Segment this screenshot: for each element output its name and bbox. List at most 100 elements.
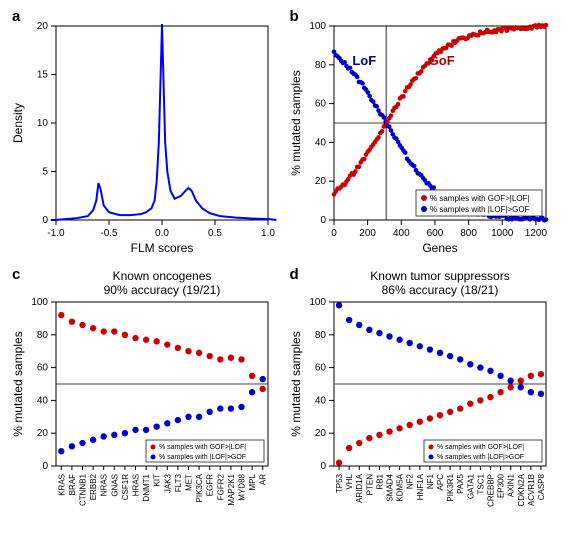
panel-a-svg: -1.0 -0.5 0.0 0.5 1.0 0 5 10 15 20 FLM scores Densi… xyxy=(8,8,278,258)
panel-a-label: a xyxy=(12,8,20,25)
svg-text:HNF1A: HNF1A xyxy=(415,473,424,500)
svg-text:Density: Density xyxy=(11,103,25,143)
panel-b: b 020040060080010001200020406080100Genes… xyxy=(286,8,560,258)
svg-text:EGFR: EGFR xyxy=(206,474,215,496)
svg-text:80: 80 xyxy=(37,330,49,341)
svg-text:100: 100 xyxy=(31,297,48,308)
svg-text:PTEN: PTEN xyxy=(365,474,374,496)
svg-text:0: 0 xyxy=(320,461,326,472)
svg-text:% mutated samples: % mutated samples xyxy=(11,331,25,436)
panel-b-svg: 020040060080010001200020406080100Genes% … xyxy=(286,8,556,258)
svg-text:-0.5: -0.5 xyxy=(100,228,118,239)
svg-text:NF2: NF2 xyxy=(405,473,414,489)
svg-text:0.5: 0.5 xyxy=(208,228,222,239)
svg-text:60: 60 xyxy=(314,363,326,374)
svg-text:200: 200 xyxy=(359,228,376,239)
svg-text:DNMT1: DNMT1 xyxy=(142,473,151,501)
panel-d-label: d xyxy=(290,266,299,283)
svg-text:CDKN2A: CDKN2A xyxy=(516,473,525,506)
figure-grid: a -1.0 -0.5 0.0 0.5 1.0 0 5 10 15 20 FLM scores Den… xyxy=(8,8,559,530)
svg-text:-1.0: -1.0 xyxy=(47,228,65,239)
svg-text:PIK3R1: PIK3R1 xyxy=(446,473,455,501)
svg-text:40: 40 xyxy=(314,395,326,406)
svg-text:NF1: NF1 xyxy=(425,473,434,489)
svg-text:800: 800 xyxy=(460,228,477,239)
svg-text:FLT3: FLT3 xyxy=(174,473,183,492)
svg-text:MAP2K1: MAP2K1 xyxy=(227,473,236,505)
svg-text:% samples with GOF>|LOF|: % samples with GOF>|LOF| xyxy=(159,444,246,451)
svg-text:NRAS: NRAS xyxy=(100,474,109,496)
svg-text:Genes: Genes xyxy=(422,241,457,255)
panel-c: c Known oncogenes90% accuracy (19/21) 0 20… xyxy=(8,266,282,530)
svg-text:% samples with |LOF|>GOF: % samples with |LOF|>GOF xyxy=(437,454,524,461)
svg-text:60: 60 xyxy=(314,99,326,110)
svg-text:MET: MET xyxy=(185,474,194,491)
svg-text:AXIN1: AXIN1 xyxy=(506,473,515,497)
svg-text:JAK3: JAK3 xyxy=(163,473,172,493)
svg-text:80: 80 xyxy=(314,330,326,341)
svg-text:% samples with |LOF|>GOF: % samples with |LOF|>GOF xyxy=(430,205,530,214)
svg-text:FLM scores: FLM scores xyxy=(131,241,194,255)
svg-text:APC: APC xyxy=(436,474,445,491)
svg-text:KRAS: KRAS xyxy=(57,474,66,496)
svg-text:EP300: EP300 xyxy=(496,473,505,498)
panel-a: a -1.0 -0.5 0.0 0.5 1.0 0 5 10 15 20 FLM scores Den… xyxy=(8,8,282,258)
svg-text:KIT: KIT xyxy=(153,474,162,487)
svg-text:0.0: 0.0 xyxy=(155,228,169,239)
svg-text:80: 80 xyxy=(314,60,326,71)
svg-text:RB1: RB1 xyxy=(375,473,384,489)
svg-text:% samples with |LOF|>GOF: % samples with |LOF|>GOF xyxy=(159,454,246,461)
svg-text:ACVR1B: ACVR1B xyxy=(526,474,535,506)
svg-text:100: 100 xyxy=(309,21,326,32)
panel-b-label: b xyxy=(290,8,299,25)
svg-text:90% accuracy (19/21): 90% accuracy (19/21) xyxy=(104,283,221,297)
svg-text:86% accuracy (18/21): 86% accuracy (18/21) xyxy=(381,283,498,297)
svg-text:Known oncogenes: Known oncogenes xyxy=(113,269,212,283)
svg-text:1200: 1200 xyxy=(524,228,547,239)
svg-text:40: 40 xyxy=(314,137,326,148)
svg-text:% samples with GOF>|LOF|: % samples with GOF>|LOF| xyxy=(437,444,524,451)
panel-d: d Known tumor suppressors86% accuracy (1… xyxy=(286,266,560,530)
svg-text:SMAD4: SMAD4 xyxy=(385,473,394,501)
svg-text:TP53: TP53 xyxy=(335,473,344,493)
svg-text:15: 15 xyxy=(37,70,49,81)
svg-text:60: 60 xyxy=(37,363,49,374)
svg-text:400: 400 xyxy=(392,228,409,239)
svg-text:100: 100 xyxy=(309,297,326,308)
svg-text:GATA1: GATA1 xyxy=(466,473,475,499)
svg-text:CTNNB1: CTNNB1 xyxy=(79,473,88,506)
svg-text:20: 20 xyxy=(37,21,49,32)
svg-text:KDM5A: KDM5A xyxy=(395,473,404,501)
svg-text:HRAS: HRAS xyxy=(132,474,141,496)
svg-text:CREBBP: CREBBP xyxy=(486,474,495,507)
svg-text:Known tumor suppressors: Known tumor suppressors xyxy=(370,269,509,283)
svg-text:CASP8: CASP8 xyxy=(536,473,545,500)
svg-text:5: 5 xyxy=(42,167,48,178)
svg-text:GoF: GoF xyxy=(428,53,454,68)
svg-text:ARID1A: ARID1A xyxy=(355,473,364,503)
svg-text:0: 0 xyxy=(331,228,337,239)
svg-text:ERBB2: ERBB2 xyxy=(89,473,98,500)
svg-text:% samples with GOF>|LOF|: % samples with GOF>|LOF| xyxy=(430,194,530,203)
svg-text:MYD88: MYD88 xyxy=(238,473,247,500)
svg-text:0: 0 xyxy=(320,215,326,226)
panel-c-svg: Known oncogenes90% accuracy (19/21)02040… xyxy=(8,266,278,530)
svg-text:FGFR2: FGFR2 xyxy=(216,473,225,500)
svg-text:0: 0 xyxy=(42,215,48,226)
svg-text:% mutated samples: % mutated samples xyxy=(289,331,303,436)
svg-text:1.0: 1.0 xyxy=(261,228,275,239)
svg-text:20: 20 xyxy=(37,428,49,439)
svg-text:GNAS: GNAS xyxy=(110,474,119,497)
svg-text:LoF: LoF xyxy=(352,53,376,68)
panel-d-svg: Known tumor suppressors86% accuracy (18/… xyxy=(286,266,556,530)
svg-text:BRAF: BRAF xyxy=(68,474,77,495)
svg-text:PAX5: PAX5 xyxy=(456,473,465,493)
svg-text:% mutated samples: % mutated samples xyxy=(289,70,303,175)
svg-text:0: 0 xyxy=(42,461,48,472)
svg-text:TSC1: TSC1 xyxy=(476,473,485,494)
svg-text:600: 600 xyxy=(426,228,443,239)
svg-text:CSF1R: CSF1R xyxy=(121,474,130,500)
svg-text:10: 10 xyxy=(37,118,49,129)
panel-c-label: c xyxy=(12,266,20,283)
svg-text:1000: 1000 xyxy=(491,228,514,239)
